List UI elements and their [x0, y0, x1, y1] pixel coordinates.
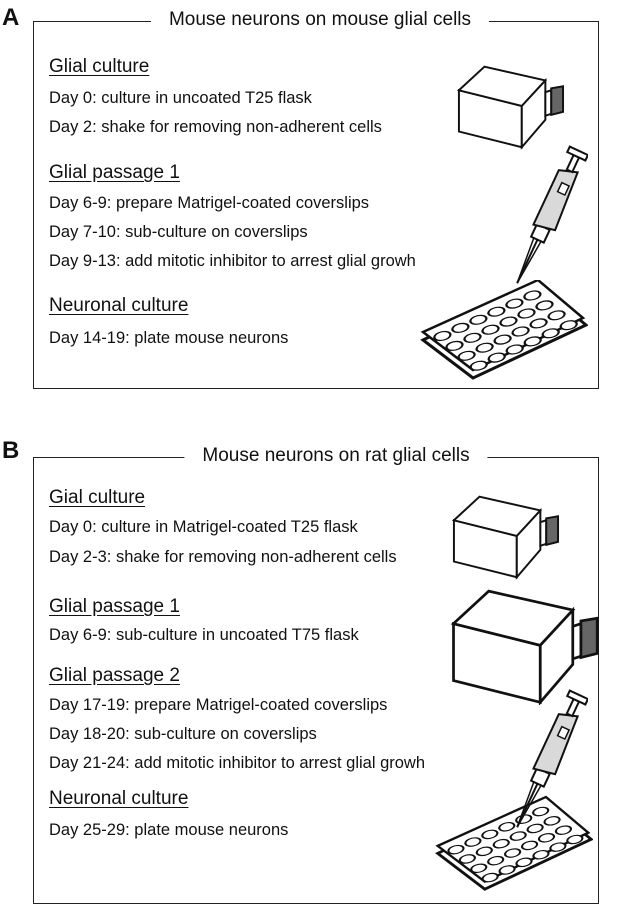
panel-b-heading-glial-passage-2: Glial passage 2 [49, 665, 180, 686]
panel-b-step: Day 21-24: add mitotic inhibitor to arre… [49, 754, 426, 772]
panel-b-step: Day 18-20: sub-culture on coverslips [49, 725, 317, 743]
well-plate-icon [418, 280, 588, 380]
panel-a-step: Day 2: shake for removing non-adherent c… [49, 118, 382, 136]
panel-a-step: Day 9-13: add mitotic inhibitor to arres… [49, 252, 416, 270]
panel-label-b: B [2, 437, 20, 464]
t25-flask-icon [455, 60, 565, 150]
panel-b-heading-glial-passage-1: Glial passage 1 [49, 596, 180, 617]
panel-b-step: Day 2-3: shake for removing non-adherent… [49, 548, 397, 566]
panel-b-step: Day 6-9: sub-culture in uncoated T75 fla… [49, 626, 359, 644]
panel-a-step: Day 6-9: prepare Matrigel-coated coversl… [49, 194, 370, 212]
panel-a-step: Day 7-10: sub-culture on coverslips [49, 223, 308, 241]
panel-a-heading-glial-culture: Glial culture [49, 56, 150, 77]
panel-a-heading-glial-passage-1: Glial passage 1 [49, 162, 180, 183]
panel-a-step: Day 14-19: plate mouse neurons [49, 329, 289, 347]
panel-label-a: A [2, 4, 20, 31]
panel-b-title: Mouse neurons on rat glial cells [184, 445, 488, 467]
panel-b-heading-glial-culture: Gial culture [49, 487, 146, 508]
panel-a-title: Mouse neurons on mouse glial cells [150, 9, 490, 31]
pipette-icon [508, 142, 588, 292]
pipette-icon [508, 686, 588, 836]
panel-a-heading-neuronal-culture: Neuronal culture [49, 295, 189, 316]
panel-b-step: Day 25-29: plate mouse neurons [49, 821, 289, 839]
panel-a-step: Day 0: culture in uncoated T25 flask [49, 89, 312, 107]
panel-b-step: Day 0: culture in Matrigel-coated T25 fl… [49, 518, 358, 536]
panel-b-heading-neuronal-culture: Neuronal culture [49, 788, 189, 809]
t25-flask-icon [450, 490, 560, 580]
panel-b-step: Day 17-19: prepare Matrigel-coated cover… [49, 696, 388, 714]
